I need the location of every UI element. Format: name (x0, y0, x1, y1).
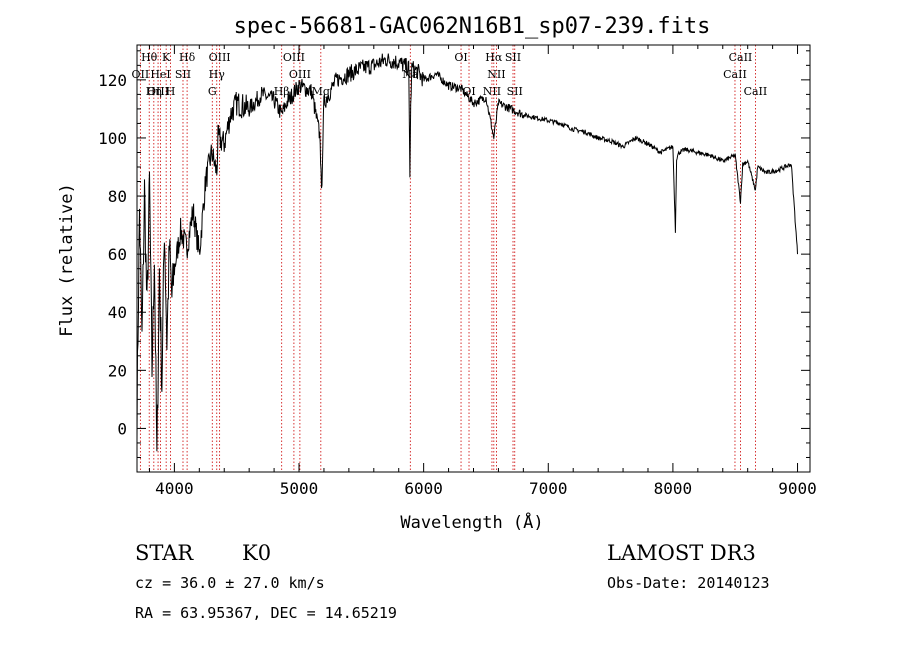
line-label: CaII (723, 68, 747, 81)
line-label: Na (402, 68, 419, 81)
line-label: G (208, 85, 217, 98)
line-label: OIII (283, 51, 305, 64)
x-tick-label: 6000 (404, 479, 443, 498)
line-label: Hγ (209, 68, 226, 81)
y-tick-label: 40 (108, 303, 127, 322)
y-tick-label: 60 (108, 245, 127, 264)
obs-date: Obs-Date: 20140123 (607, 574, 770, 592)
redshift-text: cz = 36.0 ± 27.0 km/s (135, 574, 325, 592)
line-label: OIII (147, 85, 169, 98)
coordinates-text: RA = 63.95367, DEC = 14.65219 (135, 604, 397, 622)
line-label: NII (483, 85, 501, 98)
survey-name: LAMOST DR3 (607, 541, 756, 565)
chart-title: spec-56681-GAC062N16B1_sp07-239.fits (234, 14, 711, 39)
line-label: NII (487, 68, 505, 81)
line-label: SII (507, 85, 523, 98)
y-tick-label: 0 (117, 419, 127, 438)
line-label: K (162, 51, 171, 64)
line-label: Hθ (141, 51, 158, 64)
line-label: Mg (312, 85, 330, 98)
x-tick-label: 4000 (155, 479, 194, 498)
line-label: OIII (289, 68, 311, 81)
line-label: CaII (744, 85, 768, 98)
line-label: Hη (146, 85, 162, 98)
line-label: Hα (485, 51, 503, 64)
x-axis-label: Wavelength (Å) (400, 511, 543, 533)
line-label: OIII (209, 51, 231, 64)
x-tick-label: 5000 (280, 479, 319, 498)
line-label: SII (505, 51, 521, 64)
line-label: SII (175, 68, 191, 81)
line-label: Hβ (274, 85, 290, 98)
x-tick-label: 8000 (654, 479, 693, 498)
object-class: STAR (135, 541, 194, 565)
line-label: CaII (729, 51, 753, 64)
y-axis-label: Flux (relative) (57, 183, 77, 337)
spectrum-line (136, 53, 798, 452)
y-tick-label: 120 (98, 71, 127, 90)
line-label: OI (454, 51, 467, 64)
line-label: OI (462, 85, 475, 98)
line-label: Hδ (179, 51, 196, 64)
y-tick-label: 100 (98, 129, 127, 148)
y-tick-label: 20 (108, 361, 127, 380)
line-label: HeI (150, 68, 170, 81)
x-tick-label: 7000 (529, 479, 568, 498)
plot-frame (136, 44, 811, 473)
line-label: H (166, 85, 176, 98)
x-tick-label: 9000 (778, 479, 817, 498)
object-subclass: K0 (242, 541, 272, 565)
line-label: OII (132, 68, 150, 81)
y-tick-label: 80 (108, 187, 127, 206)
